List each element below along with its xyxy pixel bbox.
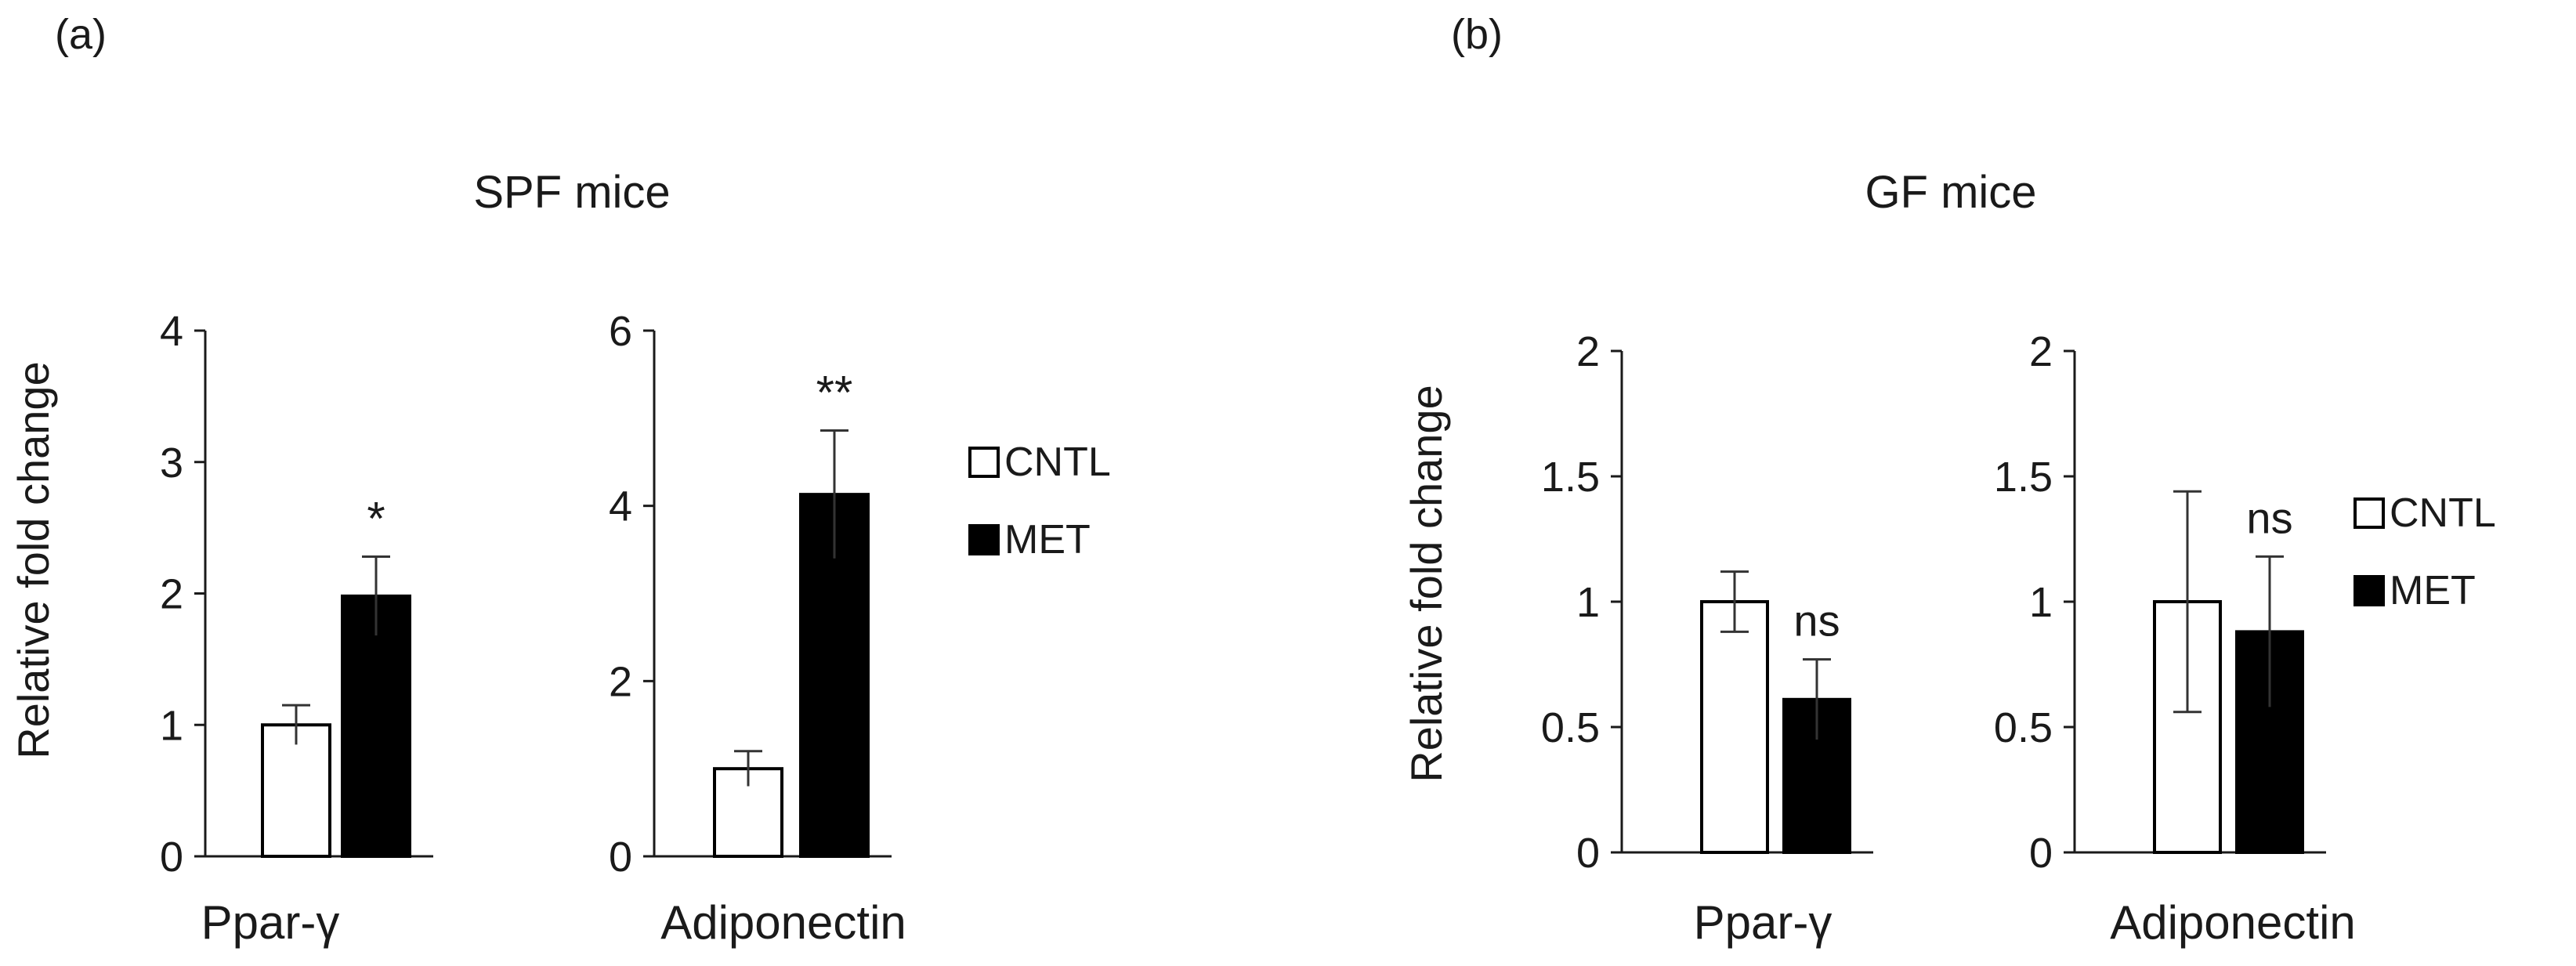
category-label: Ppar-γ (201, 896, 340, 949)
legend-label-cntl-b: CNTL (2390, 490, 2496, 536)
chart-spf-ppar-gamma: 0 1 2 3 4 Relative fold change * Ppar-γ (9, 308, 433, 949)
chart-gf-ppar-gamma: 0 0.5 1 1.5 2 Relative fold change ns Ppar-γ (1402, 328, 1873, 949)
y-tick-label: 1.5 (1994, 454, 2053, 501)
y-tick-label: 1 (2029, 579, 2053, 626)
panel-title-b: GF mice (1865, 167, 2036, 218)
legend-swatch-met-a (968, 524, 1000, 555)
y-axis-label: Relative fold change (1402, 385, 1451, 782)
y-tick-label: 0 (160, 834, 183, 881)
y-tick-label: 0 (2029, 830, 2053, 877)
legend-swatch-met-b (2353, 575, 2385, 606)
legend-label-met-b: MET (2390, 568, 2476, 613)
legend-label-met-a: MET (1004, 517, 1091, 563)
y-tick-label: 2 (609, 658, 632, 705)
legend-b: CNTL MET (2353, 490, 2496, 613)
bar-met (341, 594, 411, 858)
significance-label: ns (2246, 493, 2292, 542)
significance-label: ns (1793, 596, 1840, 646)
panel-title-a: SPF mice (473, 167, 670, 218)
category-label: Adiponectin (2110, 896, 2356, 949)
y-tick-label: 1.5 (1541, 454, 1600, 501)
bar-cntl (1700, 600, 1769, 854)
y-tick-label: 4 (160, 308, 183, 355)
legend-swatch-cntl-a (968, 447, 1000, 478)
legend-swatch-cntl-b (2353, 497, 2385, 529)
y-tick-label: 2 (2029, 328, 2053, 375)
y-tick-label: 1 (1576, 579, 1600, 626)
bar-cntl (261, 723, 331, 858)
y-tick-label: 0.5 (1541, 704, 1600, 751)
category-label: Ppar-γ (1694, 896, 1833, 949)
category-label: Adiponectin (660, 896, 906, 949)
y-tick-label: 0 (1576, 830, 1600, 877)
y-tick-label: 4 (609, 483, 632, 530)
chart-spf-adiponectin: 0 2 4 6 ** Adiponectin (609, 308, 906, 949)
panel-label-a: (a) (55, 11, 107, 58)
chart-gf-adiponectin: 0 0.5 1 1.5 2 ns Adiponectin (1994, 328, 2356, 949)
y-tick-label: 0 (609, 834, 632, 881)
panel-label-b: (b) (1451, 11, 1503, 58)
significance-label: ** (816, 366, 853, 418)
y-tick-label: 2 (1576, 328, 1600, 375)
y-axis-label: Relative fold change (9, 361, 58, 758)
y-tick-label: 6 (609, 308, 632, 355)
y-tick-label: 1 (160, 702, 183, 749)
legend-label-cntl-a: CNTL (1004, 440, 1111, 485)
y-tick-label: 0.5 (1994, 704, 2053, 751)
y-tick-label: 3 (160, 440, 183, 487)
significance-label: * (367, 493, 385, 545)
y-tick-label: 2 (160, 571, 183, 618)
legend-a: CNTL MET (968, 440, 1111, 563)
